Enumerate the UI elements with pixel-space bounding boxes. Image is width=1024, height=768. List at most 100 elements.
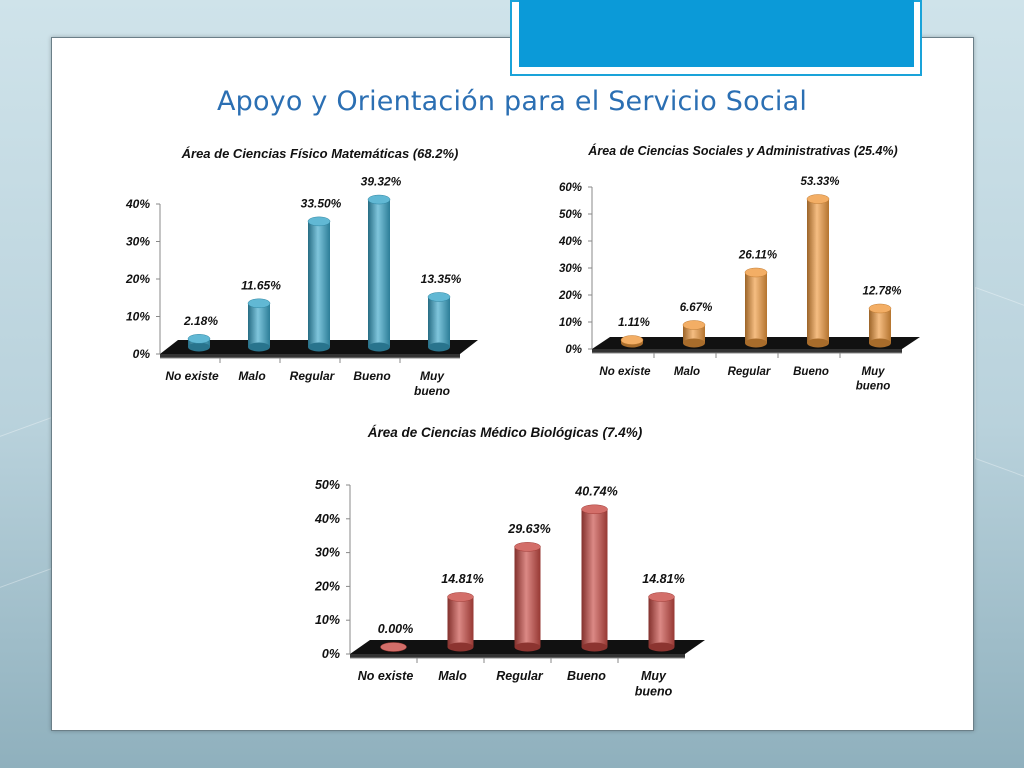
bar-base	[581, 642, 608, 652]
category-label: Regular	[496, 669, 544, 683]
bar	[868, 303, 892, 348]
y-tick-label: 20%	[558, 290, 582, 302]
chart-medico-biologicas: Área de Ciencias Médico Biológicas (7.4%…	[314, 425, 705, 699]
y-tick-label: 40%	[558, 236, 582, 248]
y-tick-label: 20%	[125, 272, 150, 286]
bar-base	[188, 342, 210, 352]
bar	[514, 542, 541, 652]
y-tick-label: 30%	[315, 546, 340, 560]
bar-top	[514, 542, 541, 552]
category-label: Regular	[728, 366, 771, 378]
bar-top	[806, 194, 830, 204]
bar-base	[428, 342, 450, 352]
bar-body	[308, 221, 330, 347]
y-tick-label: 30%	[126, 235, 150, 249]
bar-base	[308, 342, 330, 352]
category-label: Muy bueno	[635, 669, 673, 699]
bar-top	[427, 292, 451, 302]
bar-top	[682, 320, 706, 330]
data-label: 2.18%	[183, 314, 218, 328]
chart-fisico-matematicas: Área de Ciencias Físico Matemáticas (68.…	[125, 146, 478, 398]
y-tick-label: 40%	[314, 512, 340, 526]
bar-body	[807, 199, 829, 343]
bar	[744, 267, 768, 348]
data-label: 40.74%	[574, 484, 617, 498]
bar-base	[514, 642, 541, 652]
y-tick-label: 0%	[133, 347, 151, 361]
header-banner	[519, 0, 914, 67]
y-tick-label: 50%	[559, 209, 582, 221]
bar-body	[447, 596, 474, 647]
bar	[367, 194, 391, 352]
bar	[187, 334, 211, 352]
category-label: Muy bueno	[856, 366, 891, 393]
bar-top	[187, 334, 211, 344]
bar-top	[380, 642, 407, 652]
bar	[307, 216, 331, 352]
chart-title: Área de Ciencias Físico Matemáticas (68.…	[181, 146, 459, 161]
category-label: Malo	[438, 669, 467, 683]
bar-top	[307, 216, 331, 227]
chart-title: Área de Ciencias Sociales y Administrati…	[587, 143, 897, 158]
y-tick-label: 60%	[559, 182, 582, 194]
chart-floor-edge	[350, 654, 685, 658]
y-tick-label: 20%	[314, 579, 340, 593]
data-label: 6.67%	[680, 302, 713, 314]
data-label: 14.81%	[441, 572, 483, 586]
bar	[682, 320, 706, 348]
y-tick-label: 10%	[315, 613, 340, 627]
bar-top	[447, 592, 474, 602]
bar-base	[447, 642, 474, 652]
data-label: 12.78%	[862, 285, 901, 297]
y-tick-label: 10%	[126, 310, 150, 324]
chart-sociales-administrativas: Área de Ciencias Sociales y Administrati…	[558, 143, 920, 393]
chart-title: Área de Ciencias Médico Biológicas (7.4%…	[367, 425, 643, 440]
bar	[247, 298, 271, 352]
bar-base	[248, 342, 270, 352]
bar	[806, 194, 830, 348]
data-label: 29.63%	[507, 522, 550, 536]
bar-body	[514, 546, 541, 647]
y-tick-label: 50%	[315, 478, 340, 492]
y-tick-label: 40%	[125, 197, 150, 211]
data-label: 53.33%	[800, 176, 839, 188]
data-label: 33.50%	[301, 196, 342, 210]
data-label: 14.81%	[642, 572, 684, 586]
data-label: 13.35%	[421, 272, 462, 286]
bar-top	[868, 303, 892, 314]
bar-base	[745, 338, 767, 348]
bar-top	[247, 298, 271, 309]
bar-base	[368, 342, 390, 352]
bar-body	[368, 199, 390, 347]
bar-base	[648, 642, 675, 652]
chart-floor-edge	[160, 354, 460, 358]
category-label: Bueno	[567, 669, 606, 683]
bar-top	[581, 504, 608, 515]
bar-top	[744, 267, 768, 278]
bar	[620, 335, 644, 348]
y-tick-label: 0%	[565, 344, 582, 356]
bar-body	[745, 272, 767, 343]
y-tick-label: 10%	[559, 317, 582, 329]
bar-body	[428, 296, 450, 347]
data-label: 26.11%	[738, 250, 777, 262]
category-label: Muy bueno	[414, 369, 450, 398]
data-label: 11.65%	[241, 278, 281, 292]
background-decoration	[975, 286, 1024, 486]
category-label: Bueno	[793, 366, 829, 378]
bar-top	[648, 592, 675, 602]
category-label: No existe	[599, 366, 651, 378]
data-label: 39.32%	[361, 175, 402, 189]
bar-body	[648, 596, 675, 647]
category-label: Malo	[674, 366, 700, 378]
bar	[581, 504, 608, 652]
bar-top	[620, 335, 644, 345]
category-label: No existe	[358, 669, 414, 683]
bar	[427, 292, 451, 352]
category-label: Malo	[238, 369, 265, 383]
bar-top	[367, 194, 391, 205]
bar-body	[869, 308, 891, 343]
chart-floor-edge	[592, 349, 902, 353]
bar	[380, 642, 407, 652]
y-tick-label: 30%	[559, 263, 582, 275]
